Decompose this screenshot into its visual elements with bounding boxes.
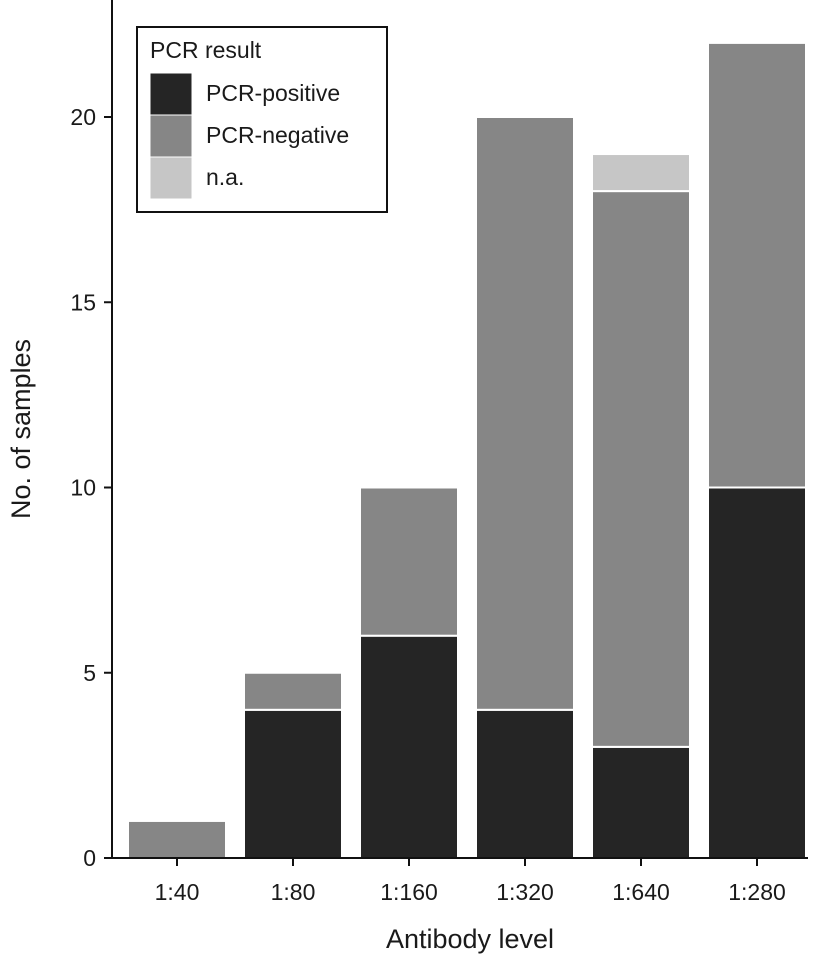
y-tick-label: 10 [70,475,96,501]
bar-pcr-positive-1-280 [707,486,807,859]
legend-label: PCR-negative [206,122,349,148]
bar-pcr-positive-1-160 [359,634,459,860]
legend-swatch-n-a- [149,156,193,200]
bar-pcr-negative-1-80 [243,671,343,711]
bars-layer [127,41,807,860]
y-tick-label: 5 [83,660,96,686]
bar-pcr-negative-1-160 [359,486,459,637]
y-tick-label: 0 [83,845,96,871]
legend-items: PCR-positive PCR-negative n.a. [149,72,349,200]
x-tick-label: 1:280 [728,879,786,905]
bar-pcr-positive-1-80 [243,708,343,859]
x-tick-label: 1:80 [271,879,316,905]
x-tick-label: 1:640 [612,879,670,905]
x-tick-label: 1:40 [155,879,200,905]
bar-pcr-positive-1-320 [475,708,575,859]
legend-swatch-pcr-negative [149,114,193,158]
legend: PCR result PCR-positive PCR-negative n.a. [136,26,388,213]
y-tick-label: 15 [70,289,96,315]
bar-pcr-positive-1-640 [591,745,691,859]
bar-n-a--1-640 [591,153,691,193]
bar-pcr-negative-1-40 [127,819,227,860]
x-ticks: 1:40 1:80 1:160 1:320 1:640 1:280 [155,858,786,905]
legend-title: PCR result [150,37,262,63]
x-axis-title: Antibody level [386,924,554,954]
bar-pcr-negative-1-640 [591,190,691,748]
legend-label: n.a. [206,164,244,190]
bar-pcr-negative-1-280 [707,41,807,489]
y-tick-label: 20 [70,104,96,130]
y-axis-title: No. of samples [6,339,36,519]
x-tick-label: 1:160 [380,879,438,905]
x-tick-label: 1:320 [496,879,554,905]
y-ticks: 0 5 10 15 20 [70,104,112,871]
bar-pcr-negative-1-320 [475,116,575,711]
legend-label: PCR-positive [206,80,340,106]
legend-swatch-pcr-positive [149,72,193,116]
